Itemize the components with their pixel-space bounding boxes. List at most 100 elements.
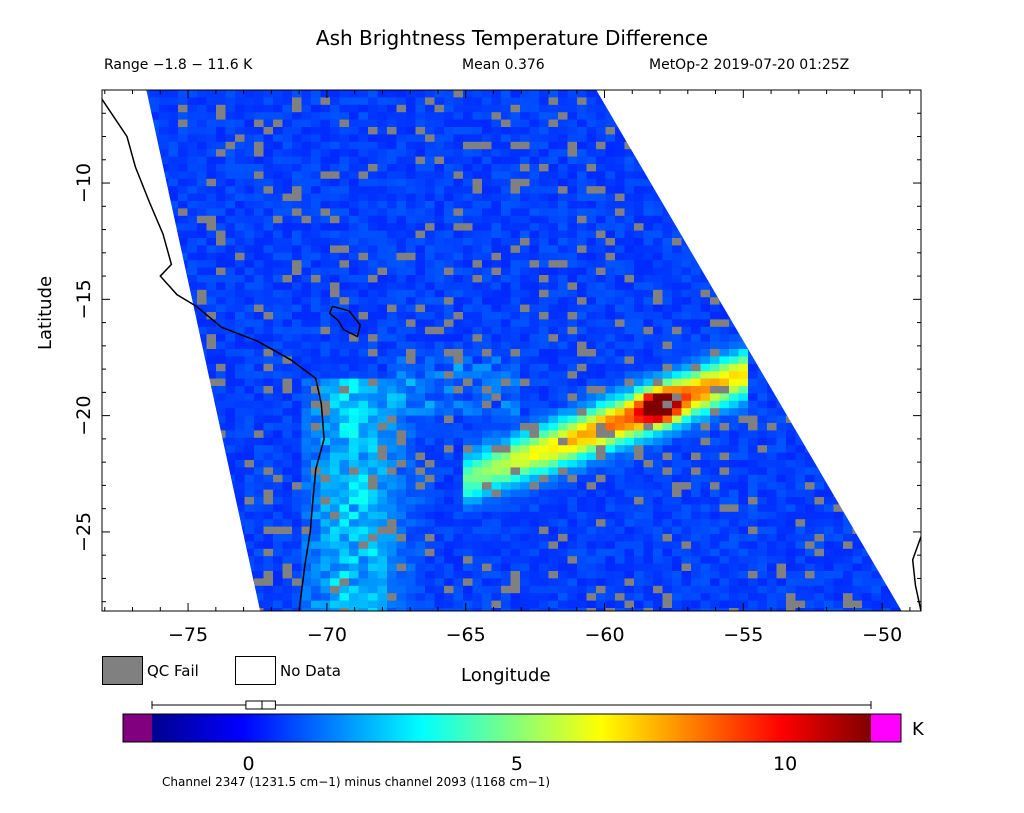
pixel-cell [425, 171, 435, 180]
pixel-cell [653, 252, 663, 261]
pixel-cell [881, 223, 891, 231]
pixel-cell [292, 267, 302, 276]
pixel-cell [273, 445, 283, 453]
pixel-cell [377, 119, 388, 128]
pixel-cell [738, 201, 749, 209]
pixel-cell [112, 149, 122, 157]
pixel-cell [131, 482, 141, 490]
pixel-cell [605, 178, 616, 187]
pixel-cell [273, 141, 283, 150]
pixel-cell [900, 467, 902, 476]
pixel-cell [700, 97, 711, 106]
pixel-cell [159, 134, 169, 143]
pixel-cell [225, 141, 236, 150]
pixel-cell [605, 104, 616, 113]
pixel-cell [149, 90, 160, 98]
pixel-cell [672, 497, 682, 505]
pixel-cell [112, 194, 122, 202]
pixel-cell [387, 504, 397, 513]
pixel-cell [187, 467, 198, 476]
pixel-cell [539, 104, 549, 113]
pixel-cell [634, 319, 644, 328]
pixel-cell [624, 149, 635, 157]
pixel-cell [662, 193, 673, 202]
pixel-cell [900, 504, 902, 513]
pixel-cell [112, 371, 122, 379]
pixel-cell [843, 193, 853, 202]
pixel-cell [529, 460, 540, 468]
pixel-cell [900, 134, 902, 143]
pixel-cell [843, 90, 853, 98]
pixel-cell [510, 400, 521, 409]
pixel-cell [843, 97, 853, 106]
pixel-cell [596, 349, 606, 357]
pixel-cell [691, 474, 701, 483]
pixel-cell [387, 497, 397, 505]
pixel-cell [235, 378, 245, 387]
pixel-cell [805, 171, 815, 180]
pixel-cell [805, 193, 815, 202]
pixel-cell [520, 104, 530, 113]
pixel-cell [577, 127, 587, 135]
pixel-cell [491, 127, 502, 135]
pixel-cell [919, 445, 929, 453]
pixel-cell [301, 423, 312, 431]
pixel-cell [719, 230, 730, 239]
pixel-cell [444, 445, 454, 453]
pixel-cell [510, 423, 521, 431]
pixel-cell [292, 482, 302, 490]
pixel-cell [605, 215, 616, 224]
pixel-cell [197, 497, 207, 505]
pixel-cell [700, 141, 711, 150]
pixel-cell [168, 400, 179, 409]
pixel-cell [102, 393, 112, 401]
pixel-cell [330, 474, 340, 483]
pixel-cell [691, 112, 701, 120]
pixel-cell [596, 386, 606, 394]
pixel-cell [112, 105, 122, 113]
pixel-cell [159, 104, 169, 113]
pixel-cell [491, 452, 502, 461]
pixel-cell [149, 504, 160, 513]
pixel-cell [634, 334, 644, 342]
pixel-cell [748, 275, 758, 283]
pixel-cell [900, 208, 902, 217]
pixel-cell [146, 297, 150, 305]
pixel-cell [339, 289, 350, 298]
pixel-cell [339, 186, 350, 194]
pixel-cell [339, 497, 350, 505]
pixel-cell [862, 252, 872, 261]
pixel-cell [425, 400, 435, 409]
pixel-cell [235, 193, 245, 202]
pixel-cell [520, 97, 530, 106]
pixel-cell [691, 304, 701, 313]
pixel-cell [463, 201, 473, 209]
pixel-cell [206, 186, 217, 194]
pixel-cell [662, 326, 673, 335]
pixel-cell [529, 238, 540, 246]
pixel-cell [738, 408, 749, 416]
pixel-cell [349, 408, 359, 416]
pixel-cell [833, 201, 844, 209]
pixel-cell [843, 289, 853, 298]
pixel-cell [548, 178, 559, 187]
pixel-cell [719, 245, 730, 254]
pixel-cell [339, 489, 350, 498]
pixel-cell [786, 437, 796, 446]
pixel-cell [567, 141, 578, 150]
pixel-cell [653, 112, 663, 120]
pixel-cell [852, 497, 863, 505]
pixel-cell [643, 334, 654, 342]
pixel-cell [729, 201, 739, 209]
pixel-cell [149, 511, 160, 520]
pixel-cell [159, 393, 169, 402]
pixel-cell [112, 275, 122, 283]
pixel-cell [520, 141, 530, 150]
pixel-cell [586, 378, 597, 387]
pixel-cell [824, 363, 834, 372]
pixel-cell [377, 415, 388, 424]
pixel-cell [672, 289, 682, 298]
pixel-cell [358, 127, 369, 135]
pixel-cell [358, 178, 369, 187]
pixel-cell [700, 215, 711, 224]
